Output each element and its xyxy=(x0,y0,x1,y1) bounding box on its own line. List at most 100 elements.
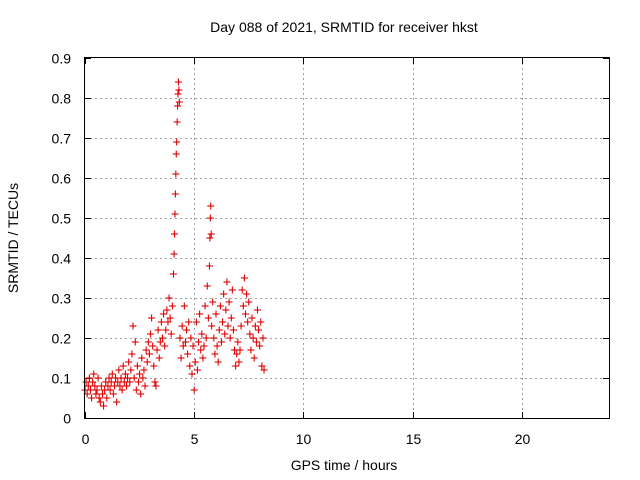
x-tick-label: 20 xyxy=(515,431,531,447)
data-point xyxy=(82,378,90,386)
data-point xyxy=(169,270,177,278)
data-point xyxy=(249,334,257,342)
data-point xyxy=(204,314,212,322)
data-point xyxy=(190,386,198,394)
data-point xyxy=(161,342,169,350)
data-point xyxy=(207,202,215,210)
data-point xyxy=(91,382,99,390)
data-point xyxy=(126,378,134,386)
data-point xyxy=(131,338,139,346)
data-point xyxy=(200,342,208,350)
data-point xyxy=(251,322,259,330)
data-point xyxy=(151,378,159,386)
data-point xyxy=(212,310,220,318)
data-point xyxy=(193,366,201,374)
data-point xyxy=(234,338,242,346)
data-point xyxy=(180,302,188,310)
data-point xyxy=(168,302,176,310)
data-point xyxy=(86,386,94,394)
data-point xyxy=(142,346,150,354)
chart-title: Day 088 of 2021, SRMTID for receiver hks… xyxy=(210,19,478,35)
data-point xyxy=(144,338,152,346)
data-point xyxy=(140,366,148,374)
data-point xyxy=(245,298,253,306)
data-point xyxy=(121,370,129,378)
data-point xyxy=(256,342,264,350)
y-tick-label: 0.1 xyxy=(52,371,72,387)
data-point xyxy=(134,378,142,386)
data-point xyxy=(93,386,101,394)
data-point xyxy=(145,350,153,358)
data-point xyxy=(209,298,217,306)
data-point xyxy=(164,318,172,326)
data-point xyxy=(165,294,173,302)
y-tick-label: 0.2 xyxy=(52,331,72,347)
data-point xyxy=(115,366,123,374)
data-point xyxy=(246,330,254,338)
data-point xyxy=(250,354,258,362)
data-point xyxy=(219,318,227,326)
data-point xyxy=(128,350,136,358)
data-point xyxy=(133,362,141,370)
data-point xyxy=(220,290,228,298)
data-point xyxy=(141,382,149,390)
data-point xyxy=(235,358,243,366)
x-axis-title: GPS time / hours xyxy=(291,457,398,473)
data-point xyxy=(173,118,181,126)
data-point xyxy=(129,322,137,330)
data-point xyxy=(162,326,170,334)
data-point xyxy=(228,286,236,294)
data-point xyxy=(255,326,263,334)
axis-ticks xyxy=(85,58,609,419)
data-point xyxy=(138,354,146,362)
data-point xyxy=(157,318,165,326)
data-point xyxy=(174,78,182,86)
data-point xyxy=(215,326,223,334)
data-point xyxy=(198,330,206,338)
y-tick-label: 0.3 xyxy=(52,291,72,307)
data-point xyxy=(90,370,98,378)
data-point xyxy=(185,318,193,326)
plot-frame xyxy=(84,57,610,419)
data-point xyxy=(100,402,108,410)
data-point xyxy=(167,330,175,338)
x-tick-label: 5 xyxy=(191,431,199,447)
data-point xyxy=(96,398,104,406)
data-point xyxy=(189,342,197,350)
y-tick-label: 0 xyxy=(63,411,71,427)
y-axis-title: SRMTID / TECUs xyxy=(5,183,21,293)
data-point xyxy=(227,314,235,322)
data-point xyxy=(98,390,106,398)
y-tick-label: 0.4 xyxy=(52,251,72,267)
data-point xyxy=(149,342,157,350)
data-point xyxy=(232,362,240,370)
data-point xyxy=(127,366,135,374)
data-point xyxy=(181,338,189,346)
data-point xyxy=(125,358,133,366)
data-point xyxy=(119,362,127,370)
data-point xyxy=(97,382,105,390)
data-point xyxy=(211,350,219,358)
data-point xyxy=(94,374,102,382)
data-point xyxy=(137,390,145,398)
data-point xyxy=(122,382,130,390)
tick-labels: 0 0.1 0.2 0.3 0.4 0.5 0.6 0.7 0.8 0.9 0 5 10 15 20 xyxy=(52,51,531,448)
data-point xyxy=(195,338,203,346)
data-point xyxy=(177,354,185,362)
data-point xyxy=(105,374,113,382)
data-point xyxy=(170,250,178,258)
data-point xyxy=(172,150,180,158)
data-point xyxy=(153,346,161,354)
data-point xyxy=(163,306,171,314)
data-point xyxy=(186,362,194,370)
data-point xyxy=(237,322,245,330)
data-point xyxy=(179,342,187,350)
data-point xyxy=(217,338,225,346)
data-point xyxy=(116,382,124,390)
data-point xyxy=(257,318,265,326)
data-point xyxy=(154,326,162,334)
data-point xyxy=(139,374,147,382)
data-point xyxy=(244,318,252,326)
data-point xyxy=(222,306,230,314)
